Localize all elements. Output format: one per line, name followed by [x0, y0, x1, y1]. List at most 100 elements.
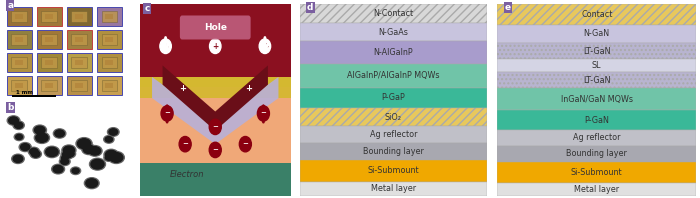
Bar [11, 11, 27, 22]
Text: +: + [262, 42, 268, 51]
Bar [102, 34, 117, 45]
Text: N-Contact: N-Contact [373, 9, 414, 18]
Bar [66, 53, 92, 72]
Bar [105, 14, 113, 19]
Circle shape [108, 151, 125, 164]
Circle shape [71, 167, 80, 174]
Text: LT-GaN: LT-GaN [583, 76, 610, 85]
Text: LT-GaN: LT-GaN [583, 47, 610, 56]
Circle shape [32, 151, 40, 157]
Bar [300, 108, 487, 127]
Bar [140, 80, 290, 98]
Bar [11, 57, 27, 68]
Bar [97, 7, 122, 26]
Bar [105, 83, 113, 88]
Bar [300, 64, 487, 88]
Bar [66, 30, 92, 49]
Circle shape [60, 154, 69, 161]
Circle shape [33, 125, 46, 135]
Text: P-GaP: P-GaP [382, 93, 405, 102]
Bar [300, 143, 487, 160]
Text: Bounding layer: Bounding layer [566, 149, 627, 158]
Circle shape [161, 106, 173, 121]
Bar [300, 160, 487, 182]
Circle shape [66, 151, 74, 157]
Text: +: + [245, 84, 252, 93]
Bar [140, 77, 290, 98]
Circle shape [110, 153, 123, 162]
Circle shape [12, 154, 24, 164]
Text: Si-Submount: Si-Submount [571, 168, 622, 177]
Bar [497, 130, 696, 146]
Text: b: b [7, 103, 13, 112]
Circle shape [15, 122, 23, 128]
Circle shape [179, 136, 191, 152]
Bar [71, 57, 87, 68]
Circle shape [109, 129, 118, 135]
Bar [497, 43, 696, 59]
Text: N-GaAs: N-GaAs [379, 28, 408, 37]
Circle shape [63, 146, 74, 154]
Text: +: + [162, 42, 169, 51]
Bar [497, 88, 696, 110]
Polygon shape [152, 77, 279, 144]
Bar [497, 4, 696, 25]
Circle shape [61, 159, 69, 165]
Bar [497, 59, 696, 72]
Circle shape [53, 165, 63, 173]
Circle shape [106, 155, 113, 160]
Circle shape [30, 150, 41, 158]
Text: Si-Submount: Si-Submount [368, 166, 419, 175]
Bar [497, 162, 696, 183]
Bar [497, 25, 696, 43]
FancyBboxPatch shape [180, 15, 251, 39]
Bar [140, 87, 290, 163]
Bar [6, 53, 32, 72]
Bar [300, 127, 487, 143]
Text: Contact: Contact [581, 10, 612, 19]
Circle shape [52, 164, 64, 174]
Bar [300, 42, 487, 64]
Circle shape [85, 178, 99, 189]
Circle shape [28, 147, 39, 156]
Text: SL: SL [592, 61, 601, 70]
Bar [71, 11, 87, 22]
Circle shape [61, 150, 74, 159]
Text: −: − [212, 124, 218, 130]
Bar [41, 34, 57, 45]
Polygon shape [162, 65, 268, 131]
Text: +: + [212, 42, 218, 51]
Text: +: + [178, 84, 186, 93]
Text: N-AlGaInP: N-AlGaInP [374, 48, 413, 57]
Bar [6, 7, 32, 26]
Text: Metal layer: Metal layer [574, 185, 620, 194]
Circle shape [15, 134, 22, 139]
Text: SiO₂: SiO₂ [385, 113, 402, 122]
Circle shape [64, 149, 76, 158]
Text: d: d [307, 3, 314, 12]
Circle shape [34, 132, 50, 143]
Text: 1 μm: 1 μm [6, 191, 78, 195]
Bar [15, 83, 23, 88]
Bar [102, 80, 117, 91]
Circle shape [82, 144, 96, 155]
Text: Hole: Hole [204, 23, 227, 32]
Bar [36, 7, 62, 26]
Bar [45, 83, 53, 88]
Bar [12, 95, 56, 97]
Bar [71, 34, 87, 45]
Circle shape [209, 142, 221, 158]
Text: InGaN/GaN MQWs: InGaN/GaN MQWs [561, 95, 633, 104]
Circle shape [19, 143, 32, 152]
Bar [300, 182, 487, 196]
Bar [497, 72, 696, 88]
Bar [140, 4, 290, 81]
Circle shape [62, 155, 68, 160]
Circle shape [160, 39, 172, 53]
Circle shape [76, 138, 92, 150]
Text: Metal layer: Metal layer [371, 184, 416, 193]
Bar [66, 76, 92, 95]
Text: Bounding layer: Bounding layer [363, 147, 424, 156]
Circle shape [46, 147, 58, 156]
Circle shape [104, 154, 114, 161]
